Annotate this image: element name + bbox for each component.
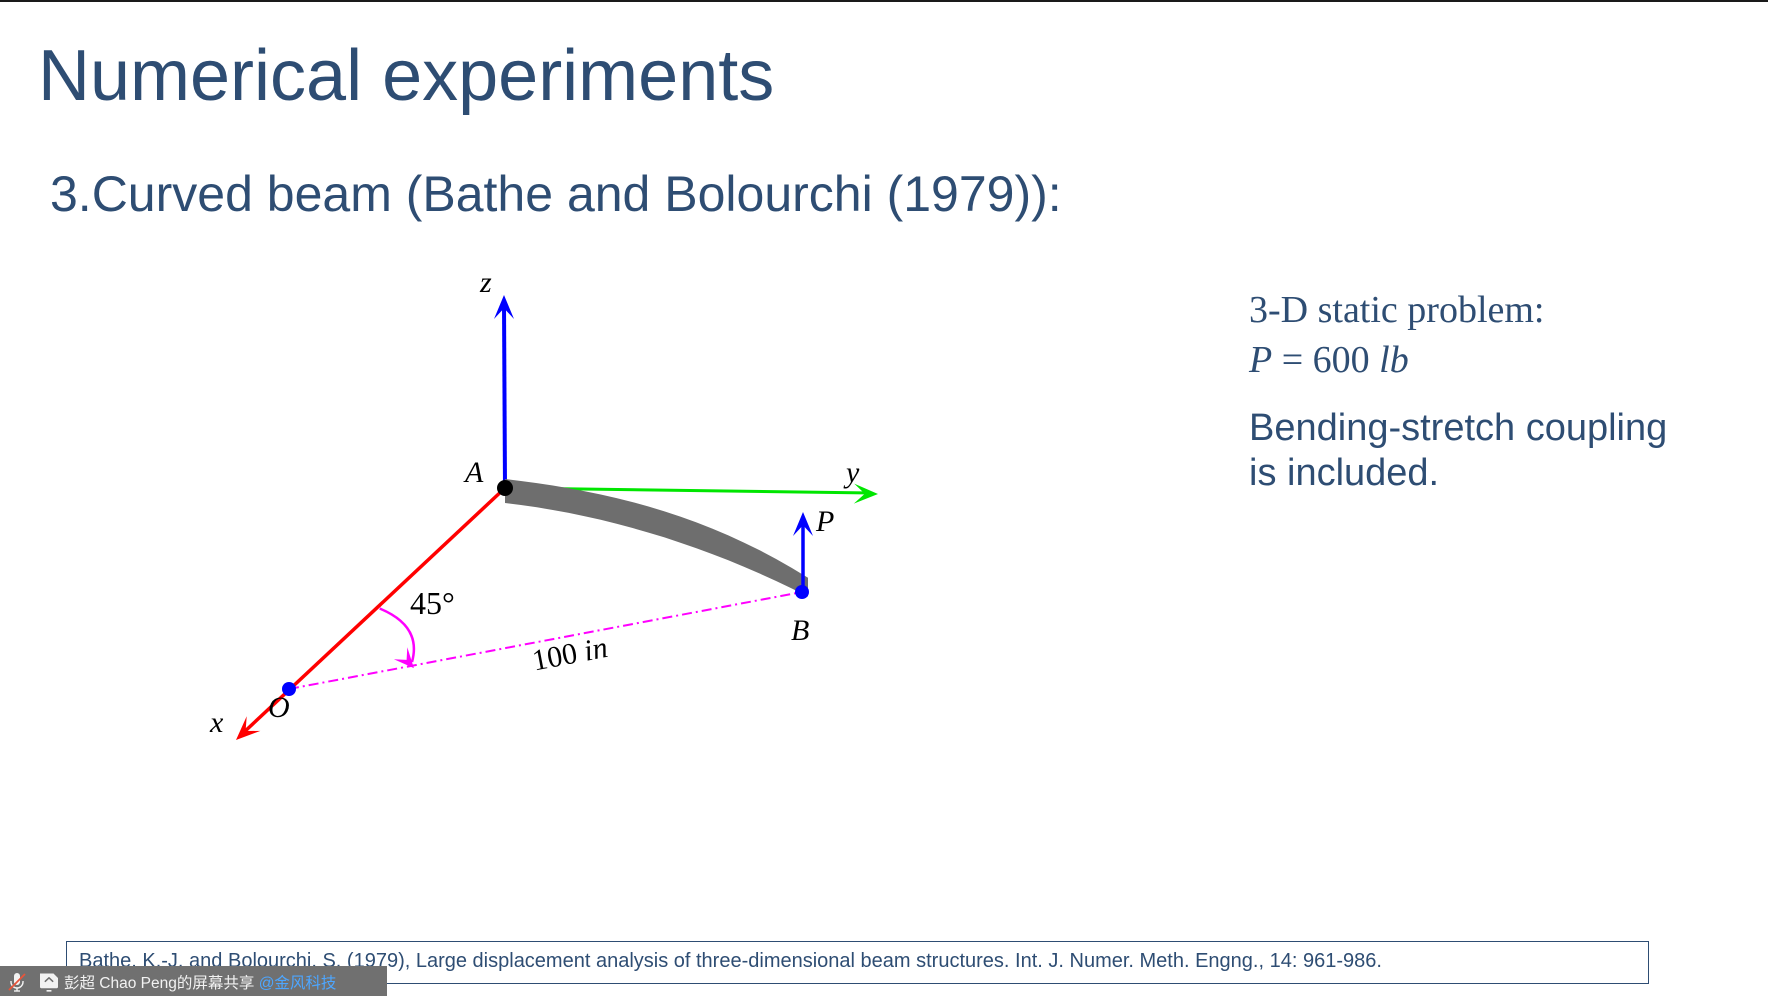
svg-text:45°: 45° [410,585,455,621]
svg-text:B: B [791,614,809,647]
svg-text:z: z [479,266,492,299]
svg-text:100 in: 100 in [530,631,611,678]
svg-text:x: x [209,706,224,739]
svg-text:A: A [463,456,484,489]
svg-text:y: y [843,456,860,489]
svg-text:O: O [268,691,290,724]
svg-text:P: P [815,505,834,538]
